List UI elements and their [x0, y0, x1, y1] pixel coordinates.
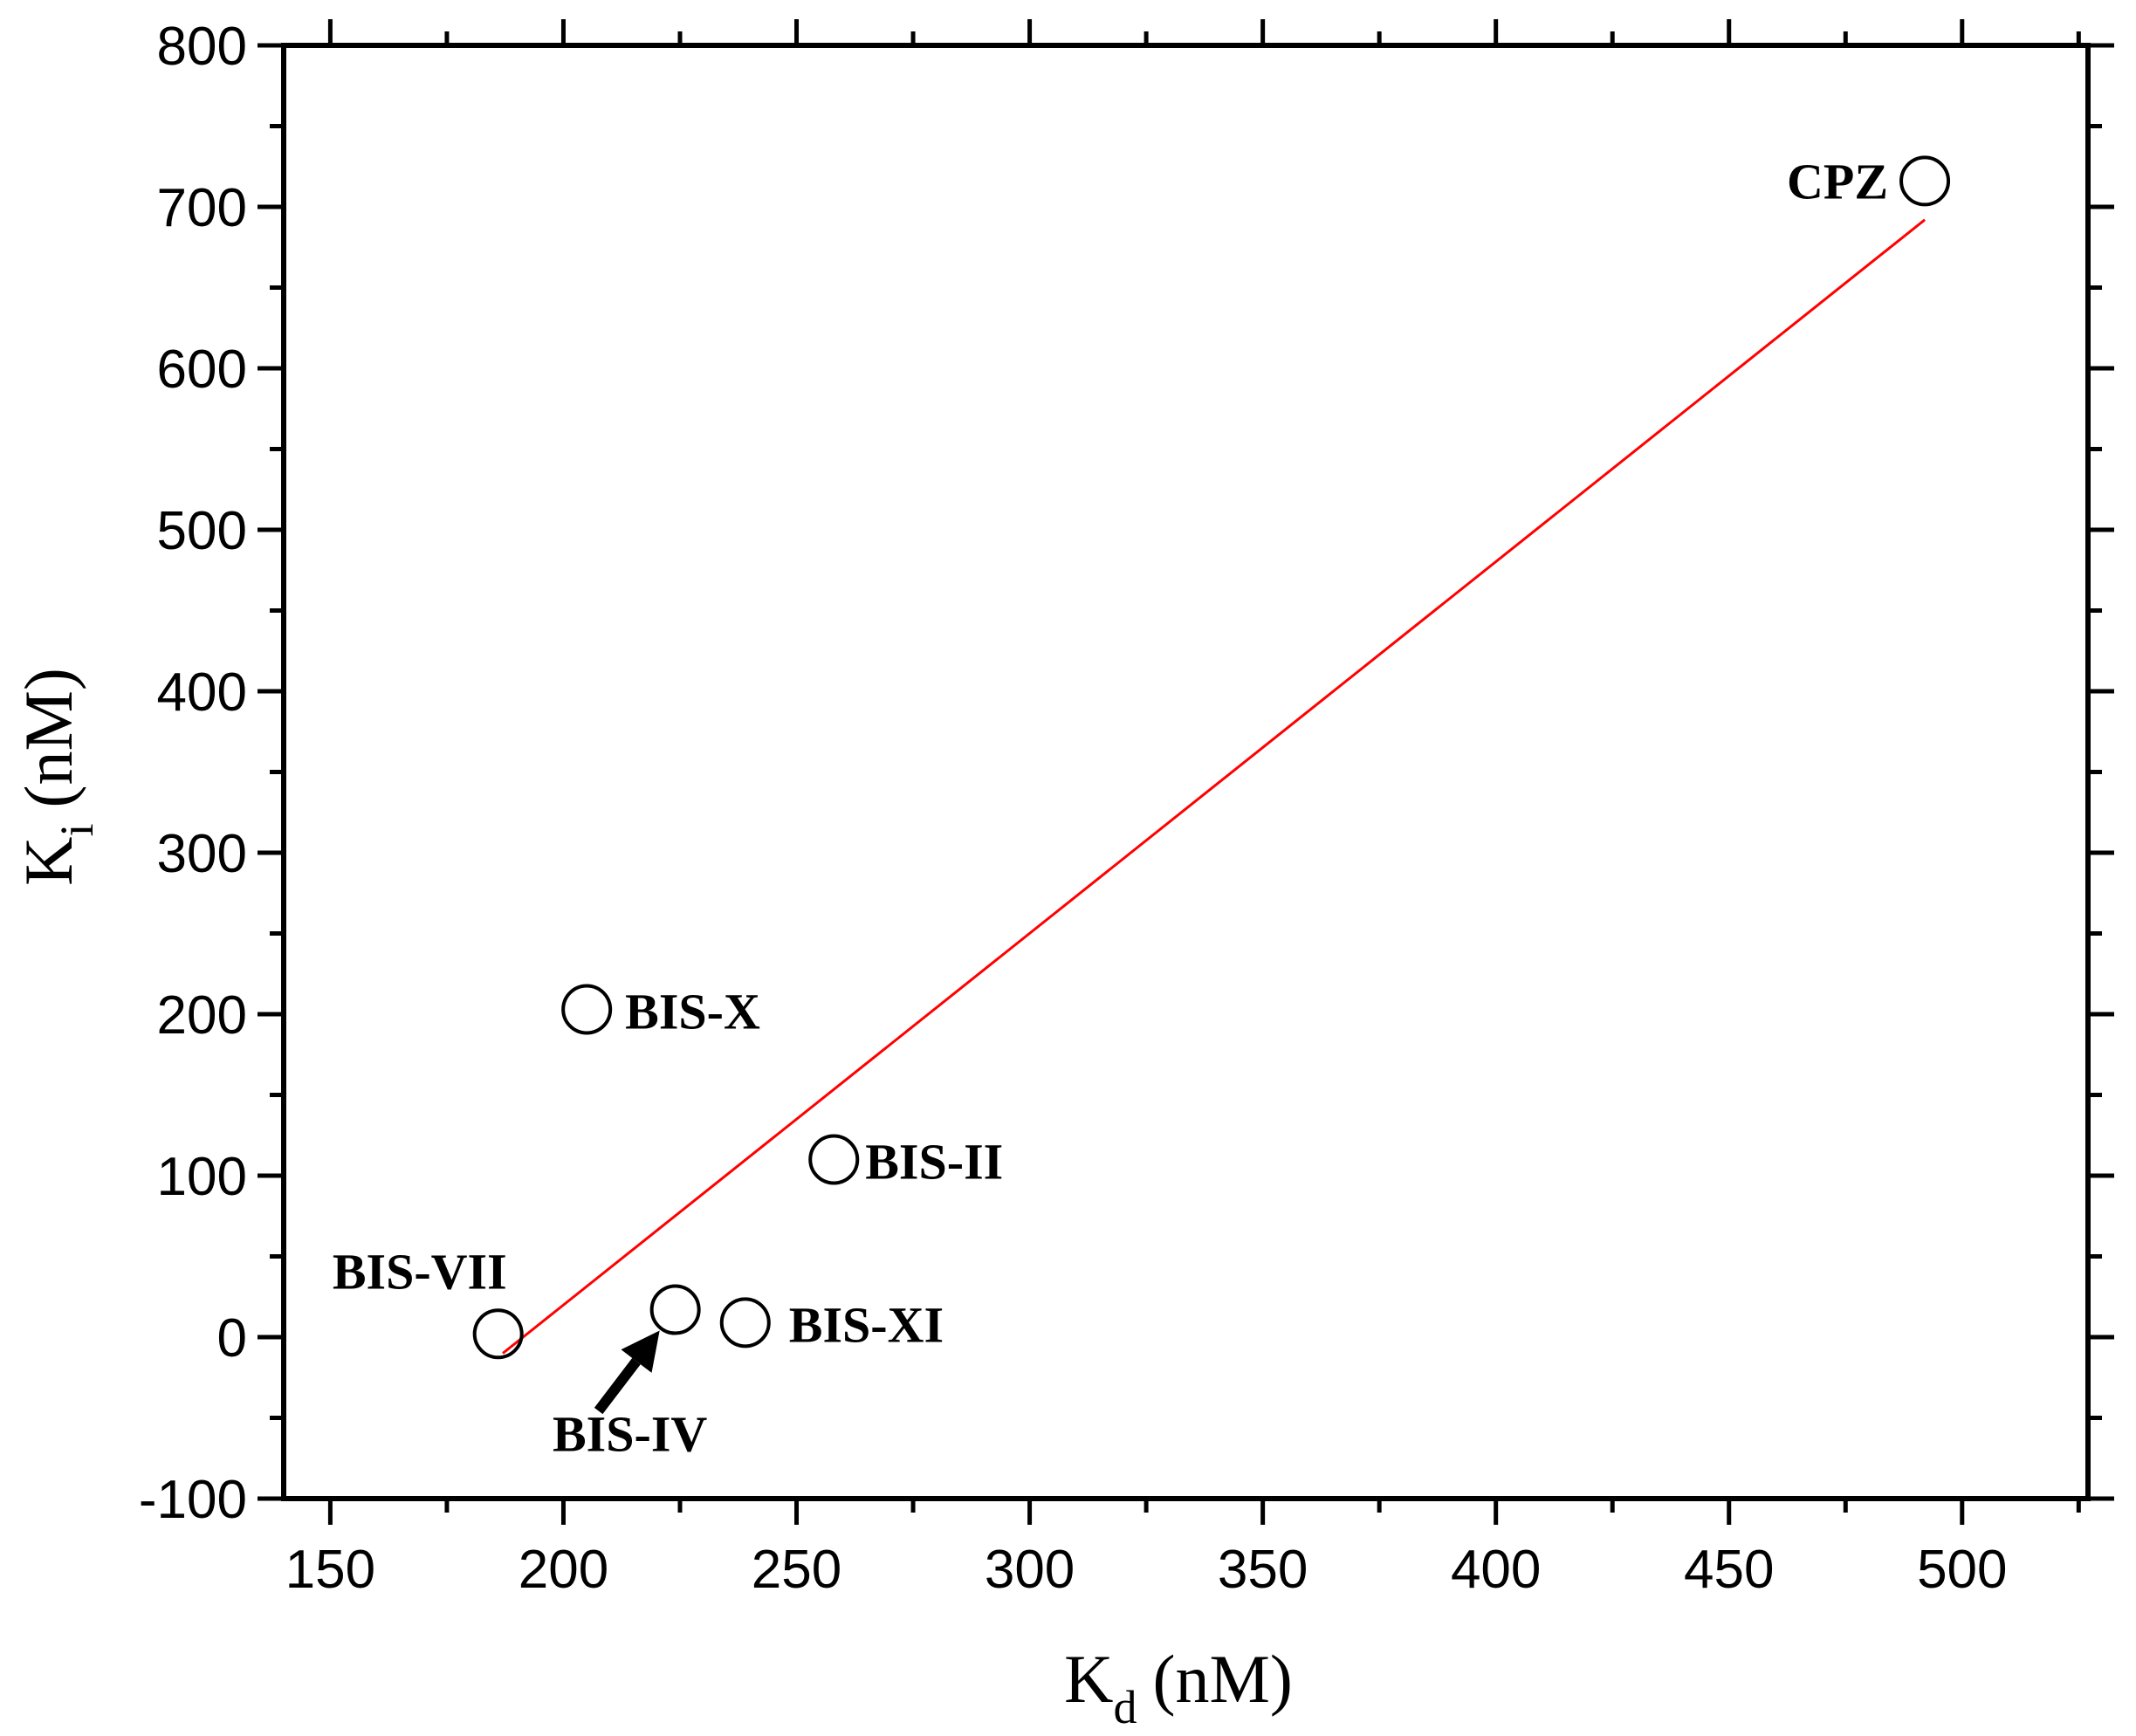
x-tick-label: 300 — [985, 1540, 1075, 1600]
y-tick-label: -100 — [139, 1470, 247, 1530]
x-tick-label: 350 — [1218, 1540, 1308, 1600]
y-axis-title: Ki (nM) — [10, 668, 103, 886]
axis-ticks — [258, 19, 2114, 1525]
x-tick-label: 450 — [1684, 1540, 1774, 1600]
data-points: CPZ BIS-X BIS-II BIS-VII BIS-IV BIS-XI — [333, 153, 1951, 1463]
x-tick-label: 400 — [1451, 1540, 1541, 1600]
data-point — [808, 1134, 860, 1185]
tick-labels: 150 200 250 300 350 400 450 500 -100 0 100 200 300 40… — [139, 17, 2008, 1600]
point-label: BIS-VII — [333, 1243, 507, 1300]
point-label: CPZ — [1787, 153, 1888, 209]
x-tick-label: 500 — [1917, 1540, 2007, 1600]
plot-frame — [281, 43, 2091, 1501]
point-label: BIS-II — [865, 1134, 1003, 1190]
data-point — [472, 1308, 524, 1360]
x-tick-label: 200 — [519, 1540, 608, 1600]
arrow-head — [621, 1330, 660, 1373]
y-axis-title-main: K — [10, 836, 86, 885]
x-tick-label: 250 — [752, 1540, 841, 1600]
y-tick-label: 0 — [217, 1308, 247, 1369]
y-tick-label: 700 — [157, 178, 247, 238]
data-point — [561, 984, 613, 1035]
x-axis-title-sub: d — [1114, 1681, 1137, 1733]
x-axis-title: Kd (nM) — [1064, 1641, 1293, 1733]
x-axis-title-unit: (nM) — [1153, 1641, 1293, 1717]
y-tick-label: 800 — [157, 17, 247, 77]
x-tick-label: 150 — [285, 1540, 375, 1600]
data-point — [649, 1284, 701, 1335]
point-label: BIS-X — [625, 983, 760, 1040]
y-tick-label: 600 — [157, 340, 247, 400]
point-label: BIS-IV — [553, 1406, 707, 1463]
data-point — [1899, 155, 1951, 207]
fit-line — [502, 218, 1926, 1355]
point-label: BIS-XI — [789, 1296, 944, 1353]
data-point — [719, 1297, 771, 1348]
y-axis-title-sub: i — [51, 823, 103, 836]
y-tick-label: 400 — [157, 662, 247, 723]
y-tick-label: 300 — [157, 824, 247, 884]
y-tick-label: 100 — [157, 1147, 247, 1207]
y-tick-label: 200 — [157, 985, 247, 1046]
y-axis-title-unit: (nM) — [10, 668, 86, 807]
x-axis-title-main: K — [1064, 1641, 1113, 1717]
y-tick-label: 500 — [157, 501, 247, 561]
arrow-shaft — [594, 1357, 641, 1415]
